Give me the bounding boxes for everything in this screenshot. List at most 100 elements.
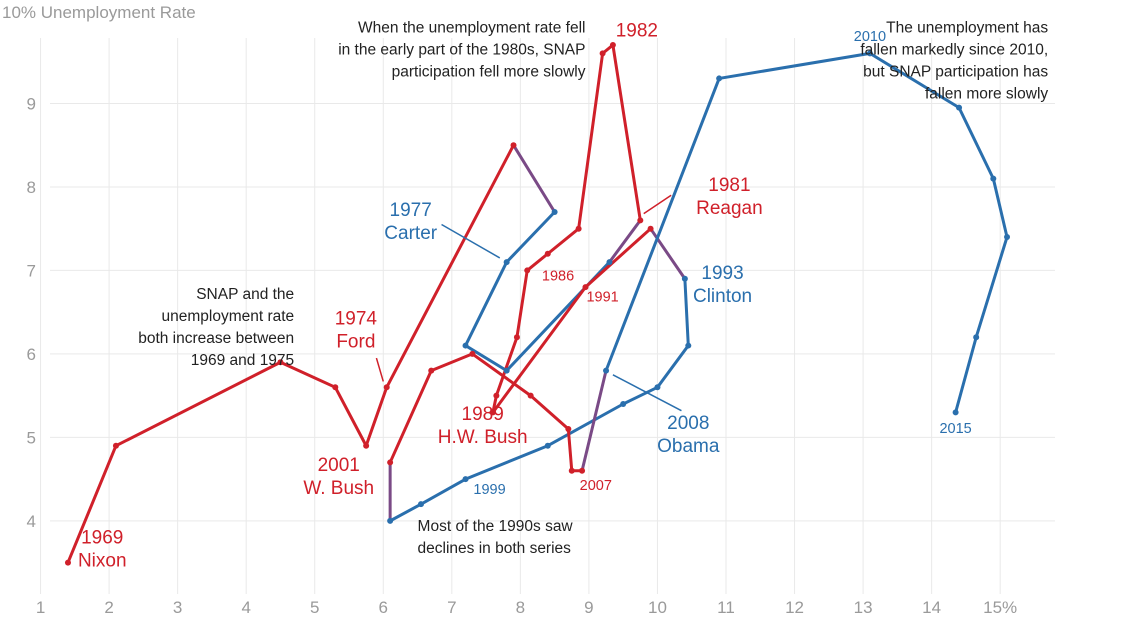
data-point	[527, 392, 534, 399]
data-point	[524, 267, 531, 274]
data-point	[417, 501, 424, 508]
x-tick-label: 3	[173, 598, 182, 617]
y-tick-label: 7	[27, 261, 36, 280]
period-label: 2008 Obama	[657, 413, 720, 457]
annotation-text: When the unemployment rate fell in the ea…	[338, 20, 586, 81]
data-point	[565, 426, 572, 433]
data-point	[462, 342, 469, 349]
data-point	[654, 384, 661, 391]
data-point	[544, 250, 551, 257]
grid-lines	[40, 38, 1055, 594]
x-tick-label: 11	[717, 598, 735, 617]
line-segment	[278, 360, 337, 389]
line-segment	[604, 76, 721, 373]
period-label: 1969 Nixon	[78, 527, 127, 571]
y-tick-label: 8	[27, 178, 36, 197]
line-segment	[464, 344, 509, 373]
data-point	[582, 284, 589, 291]
annotations: When the unemployment rate fell in the ea…	[138, 20, 1048, 557]
line-segment	[388, 502, 423, 523]
line-segment	[607, 218, 642, 264]
line-segment	[419, 477, 468, 506]
data-point	[332, 384, 339, 391]
line-segment	[717, 51, 872, 80]
line-segment	[566, 427, 574, 473]
x-tick-label: 15%	[983, 598, 1017, 617]
period-labels: 1969 Nixon 1974 Ford 1977 Carter 1981 Reagan 198…	[78, 21, 972, 572]
data-point	[503, 259, 510, 266]
line-segment	[388, 369, 433, 464]
line-segment	[470, 352, 533, 398]
line-segment	[611, 43, 642, 222]
period-label: 2010	[854, 29, 886, 45]
x-tick-label: 1	[36, 598, 45, 617]
data-point	[551, 209, 558, 215]
data-point	[503, 367, 510, 374]
leader-line	[612, 374, 682, 412]
line-segment	[491, 285, 587, 414]
line-segment	[683, 277, 690, 348]
data-point	[428, 367, 435, 374]
line-segment	[974, 235, 1009, 339]
annotation-text: Most of the 1990s saw declines in both se…	[418, 518, 574, 557]
line-segment	[66, 444, 118, 565]
data-point	[568, 467, 575, 474]
line-segment	[868, 51, 961, 110]
data-point	[866, 50, 873, 57]
x-tick-label: 10	[648, 598, 667, 617]
line-segment	[546, 227, 581, 256]
x-tick-label: 2	[104, 598, 113, 617]
line-segment	[525, 252, 550, 272]
line-segment	[957, 106, 995, 181]
line-segment	[546, 402, 625, 448]
y-tick-label: 4	[27, 512, 36, 531]
data-point	[510, 142, 517, 149]
data-point	[112, 442, 119, 449]
x-tick-label: 12	[785, 598, 804, 617]
line-segment	[580, 369, 608, 473]
line-segment	[494, 335, 519, 398]
data-point	[603, 367, 610, 374]
line-segment	[621, 385, 659, 406]
data-point	[952, 409, 959, 416]
period-label: 1993 Clinton	[693, 263, 752, 307]
period-label: 1982	[616, 21, 658, 42]
data-point	[579, 467, 586, 474]
data-point	[956, 104, 963, 111]
line-segment	[114, 360, 282, 448]
data-point	[363, 442, 370, 449]
line-segment	[954, 335, 978, 414]
leader-line	[643, 194, 672, 215]
data-point	[575, 225, 582, 232]
y-tick-label: 5	[27, 428, 36, 447]
period-label: 1991	[586, 289, 618, 305]
leader-line	[375, 357, 384, 382]
leader-line	[441, 223, 501, 259]
data-point	[647, 225, 654, 232]
x-tick-label: 13	[854, 598, 873, 617]
label-leader-lines	[375, 194, 682, 412]
data-point	[383, 384, 390, 391]
annotation-text: SNAP and the unemployment rate both increa…	[138, 286, 294, 369]
data-point	[513, 334, 520, 341]
data-point	[462, 476, 469, 483]
y-tick-label: 9	[27, 94, 36, 113]
line-segment	[529, 394, 570, 431]
y-axis-title: 10% Unemployment Rate	[2, 3, 196, 22]
x-tick-label: 4	[241, 598, 250, 617]
x-tick-label: 5	[310, 598, 319, 617]
line-segment	[464, 260, 509, 348]
data-point	[973, 334, 980, 341]
line-segment	[577, 51, 605, 231]
data-point	[637, 217, 644, 224]
line-segment	[333, 385, 368, 448]
period-label: 1981 Reagan	[696, 175, 763, 219]
data-point	[469, 350, 476, 357]
data-point	[606, 259, 613, 266]
line-segment	[515, 268, 529, 339]
period-label: 2015	[939, 421, 971, 437]
data-point	[716, 75, 723, 82]
data-point	[493, 392, 500, 399]
data-point	[685, 342, 692, 349]
